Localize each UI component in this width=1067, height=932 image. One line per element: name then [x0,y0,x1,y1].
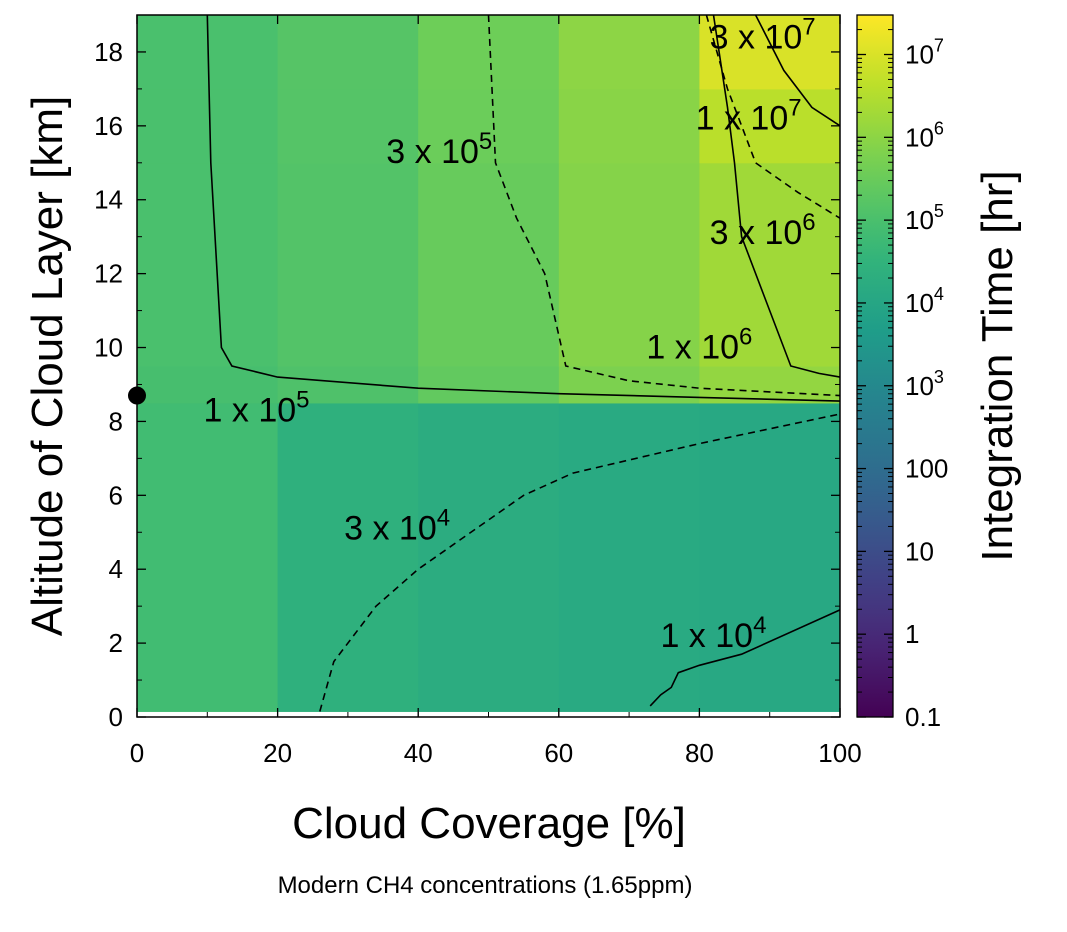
y-tick-label: 2 [109,628,123,658]
contour-line [754,14,841,127]
heatmap-cell [137,162,279,367]
x-tick-label: 0 [130,738,144,768]
heatmap-cell [418,15,560,90]
colorbar-tick-label: 107 [905,36,944,70]
heatmap-cell [418,88,560,164]
colorbar-tick-label: 1 [905,619,919,649]
y-tick-label: 10 [94,333,123,363]
y-tick-label: 4 [109,554,123,584]
heatmap-cell [699,402,841,712]
colorbar-tick-label: 103 [905,367,944,401]
chart-caption: Modern CH4 concentrations (1.65ppm) [278,872,693,899]
x-tick-label: 80 [685,738,714,768]
x-tick-label: 40 [404,738,433,768]
heatmap-cell [137,88,279,164]
colorbar-tick-label: 0.1 [905,702,941,732]
colorbar-tick-label: 104 [905,284,944,318]
heatmap-cell [699,162,841,367]
y-tick-label: 8 [109,406,123,436]
contour-lines [206,14,841,712]
contour-labels: 1 x 105 3 x 105 3 x 104 1 x 104 1 x 106 3 x 1… [204,13,816,655]
y-tick-label: 18 [94,37,123,67]
x-tick-label: 20 [263,738,292,768]
contour-line [649,609,841,707]
contour-line [712,14,841,378]
colorbar-tick-label: 105 [905,201,944,235]
heatmap-cell [277,402,419,712]
contour-label: 3 x 104 [344,505,450,548]
heatmap-cell [277,162,419,367]
colorbar-tick-label: 10 [905,536,934,566]
y-tick-label: 16 [94,111,123,141]
contour-label: 1 x 106 [646,324,752,367]
colorbar-tick-label: 100 [905,454,948,484]
heatmap-cell [558,366,700,404]
heatmap-cell [277,366,419,404]
heatmap-cell [558,162,700,367]
y-tick-label: 0 [109,702,123,732]
contour-line [206,14,841,402]
y-tick-label: 12 [94,259,123,289]
heatmap-cells [137,15,841,712]
y-tick-label: 6 [109,480,123,510]
marker-layer [128,386,146,405]
heatmap-cell [277,88,419,164]
colorbar-tick-label: 106 [905,118,944,152]
heatmap-cell [558,402,700,712]
contour-label: 1 x 105 [204,386,310,429]
heatmap-cell [418,162,560,367]
colorbar: 0.1 1 10 100 103 104 105 106 107 [856,14,948,732]
heatmap-cell [699,88,841,164]
contour-label: 1 x 104 [660,612,766,655]
contour-label: 3 x 106 [710,209,816,252]
contour-label: 3 x 105 [386,128,492,171]
y-axis-title: Altitude of Cloud Layer [km] [23,96,72,636]
y-tick-label: 14 [94,185,123,215]
colorbar-title: Integration Time [hr] [973,170,1022,561]
x-axis-title: Cloud Coverage [%] [292,799,686,848]
heatmap-cell [418,366,560,404]
marker-point [128,386,146,405]
heatmap-cell [558,15,700,90]
heatmap-cell [277,15,419,90]
axes: 0 20 40 60 80 100 0 2 4 6 8 10 12 14 16 18 [94,14,862,768]
heatmap-cell [558,88,700,164]
contour-line [487,14,841,397]
x-tick-label: 100 [818,738,861,768]
contour-line [319,413,841,712]
heatmap-cell [137,402,279,712]
heatmap-cell [418,402,560,712]
contour-line [705,14,841,219]
contour-label: 3 x 107 [710,13,816,56]
x-tick-label: 60 [544,738,573,768]
contour-label: 1 x 107 [696,95,802,138]
colorbar-bar [856,14,894,718]
